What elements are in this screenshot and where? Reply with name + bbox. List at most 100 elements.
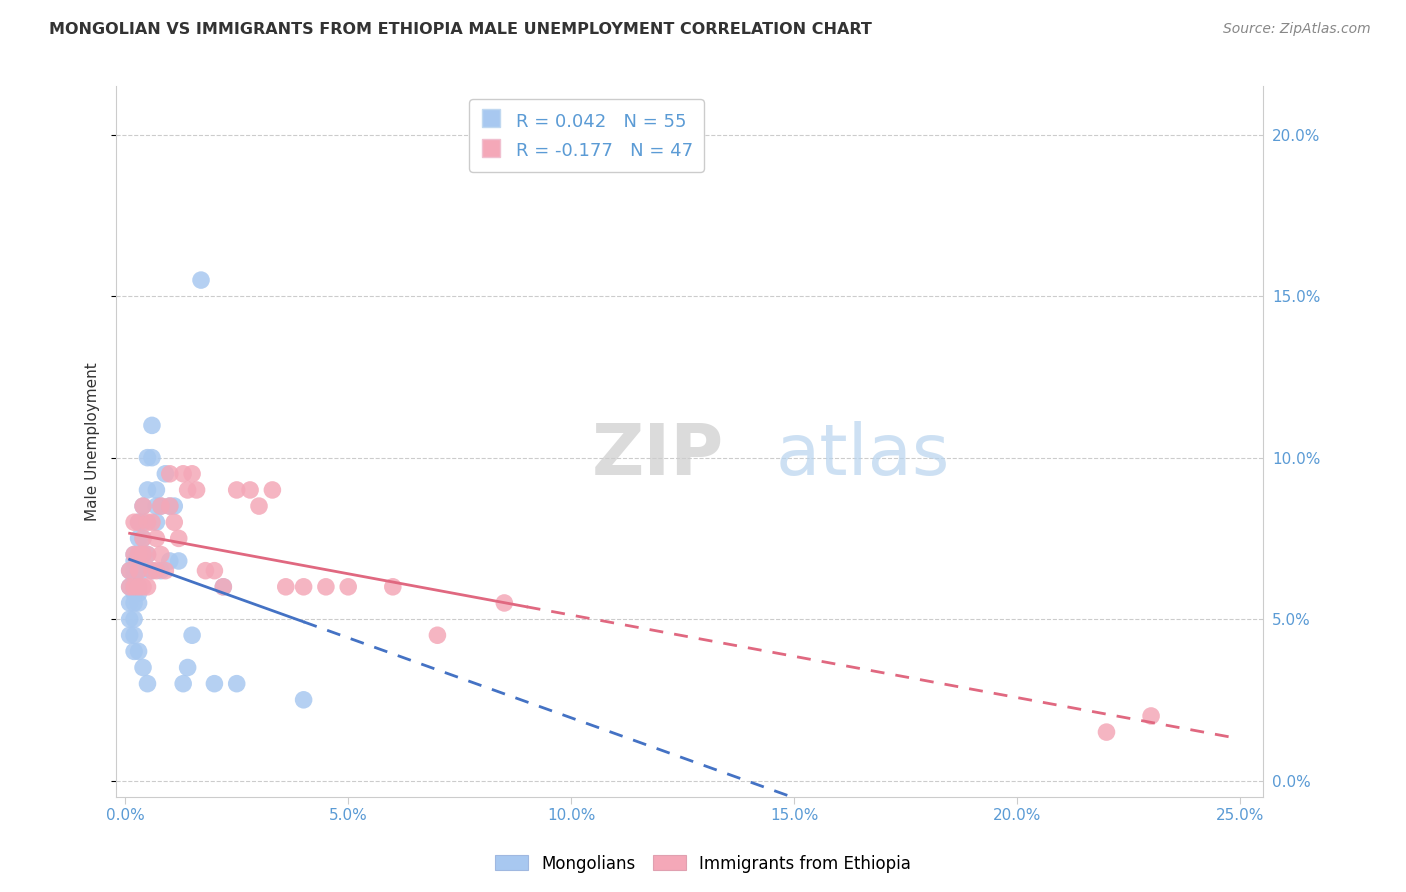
Point bbox=[141, 564, 163, 578]
Point bbox=[172, 676, 194, 690]
Point bbox=[212, 580, 235, 594]
Point bbox=[163, 499, 186, 513]
Point bbox=[159, 467, 181, 481]
Point bbox=[176, 660, 198, 674]
Point bbox=[212, 580, 235, 594]
Point bbox=[132, 660, 155, 674]
Point bbox=[426, 628, 449, 642]
Point bbox=[122, 564, 145, 578]
Text: ZIP: ZIP bbox=[592, 421, 724, 491]
Point bbox=[128, 580, 150, 594]
Point bbox=[149, 499, 172, 513]
Point bbox=[181, 467, 204, 481]
Point bbox=[122, 580, 145, 594]
Point bbox=[118, 596, 141, 610]
Point bbox=[163, 515, 186, 529]
Point bbox=[262, 483, 284, 497]
Point bbox=[159, 554, 181, 568]
Point bbox=[118, 628, 141, 642]
Point bbox=[128, 580, 150, 594]
Point bbox=[132, 499, 155, 513]
Point bbox=[128, 515, 150, 529]
Point bbox=[136, 450, 159, 465]
Point bbox=[292, 580, 315, 594]
Point bbox=[167, 532, 190, 546]
Point bbox=[132, 548, 155, 562]
Point bbox=[128, 586, 150, 600]
Point bbox=[145, 532, 167, 546]
Point bbox=[132, 580, 155, 594]
Point bbox=[136, 548, 159, 562]
Point bbox=[225, 483, 247, 497]
Point bbox=[1140, 709, 1163, 723]
Point bbox=[159, 499, 181, 513]
Point bbox=[202, 676, 225, 690]
Point bbox=[149, 548, 172, 562]
Point bbox=[122, 580, 145, 594]
Point bbox=[132, 564, 155, 578]
Point bbox=[494, 596, 516, 610]
Point bbox=[132, 532, 155, 546]
Point bbox=[118, 612, 141, 626]
Point bbox=[190, 273, 212, 287]
Text: Source: ZipAtlas.com: Source: ZipAtlas.com bbox=[1223, 22, 1371, 37]
Point bbox=[122, 628, 145, 642]
Point bbox=[128, 548, 150, 562]
Point bbox=[128, 644, 150, 658]
Point bbox=[128, 564, 150, 578]
Point bbox=[132, 515, 155, 529]
Point bbox=[247, 499, 270, 513]
Point bbox=[128, 532, 150, 546]
Point bbox=[136, 580, 159, 594]
Point bbox=[122, 515, 145, 529]
Point bbox=[381, 580, 404, 594]
Point bbox=[141, 515, 163, 529]
Point bbox=[159, 499, 181, 513]
Point bbox=[145, 483, 167, 497]
Point bbox=[239, 483, 262, 497]
Point bbox=[122, 612, 145, 626]
Point bbox=[132, 499, 155, 513]
Point bbox=[118, 564, 141, 578]
Text: MONGOLIAN VS IMMIGRANTS FROM ETHIOPIA MALE UNEMPLOYMENT CORRELATION CHART: MONGOLIAN VS IMMIGRANTS FROM ETHIOPIA MA… bbox=[49, 22, 872, 37]
Point bbox=[128, 554, 150, 568]
Point bbox=[132, 548, 155, 562]
Point bbox=[128, 596, 150, 610]
Point bbox=[202, 564, 225, 578]
Y-axis label: Male Unemployment: Male Unemployment bbox=[86, 362, 100, 521]
Point bbox=[118, 564, 141, 578]
Point bbox=[141, 418, 163, 433]
Point bbox=[136, 548, 159, 562]
Point bbox=[145, 564, 167, 578]
Point bbox=[122, 554, 145, 568]
Point bbox=[145, 515, 167, 529]
Point bbox=[128, 515, 150, 529]
Text: atlas: atlas bbox=[776, 421, 950, 491]
Point bbox=[132, 532, 155, 546]
Point bbox=[181, 628, 204, 642]
Point bbox=[225, 676, 247, 690]
Point bbox=[155, 564, 177, 578]
Point bbox=[194, 564, 217, 578]
Point bbox=[122, 548, 145, 562]
Point bbox=[122, 570, 145, 584]
Point bbox=[141, 450, 163, 465]
Point bbox=[122, 548, 145, 562]
Point bbox=[167, 554, 190, 568]
Point bbox=[122, 596, 145, 610]
Point bbox=[1095, 725, 1118, 739]
Legend: Mongolians, Immigrants from Ethiopia: Mongolians, Immigrants from Ethiopia bbox=[488, 848, 918, 880]
Point bbox=[128, 548, 150, 562]
Point bbox=[136, 515, 159, 529]
Point bbox=[176, 483, 198, 497]
Point bbox=[155, 467, 177, 481]
Point bbox=[122, 586, 145, 600]
Point bbox=[118, 580, 141, 594]
Point bbox=[315, 580, 337, 594]
Point bbox=[149, 564, 172, 578]
Point bbox=[122, 644, 145, 658]
Point bbox=[118, 580, 141, 594]
Point bbox=[136, 483, 159, 497]
Point bbox=[337, 580, 360, 594]
Point bbox=[136, 676, 159, 690]
